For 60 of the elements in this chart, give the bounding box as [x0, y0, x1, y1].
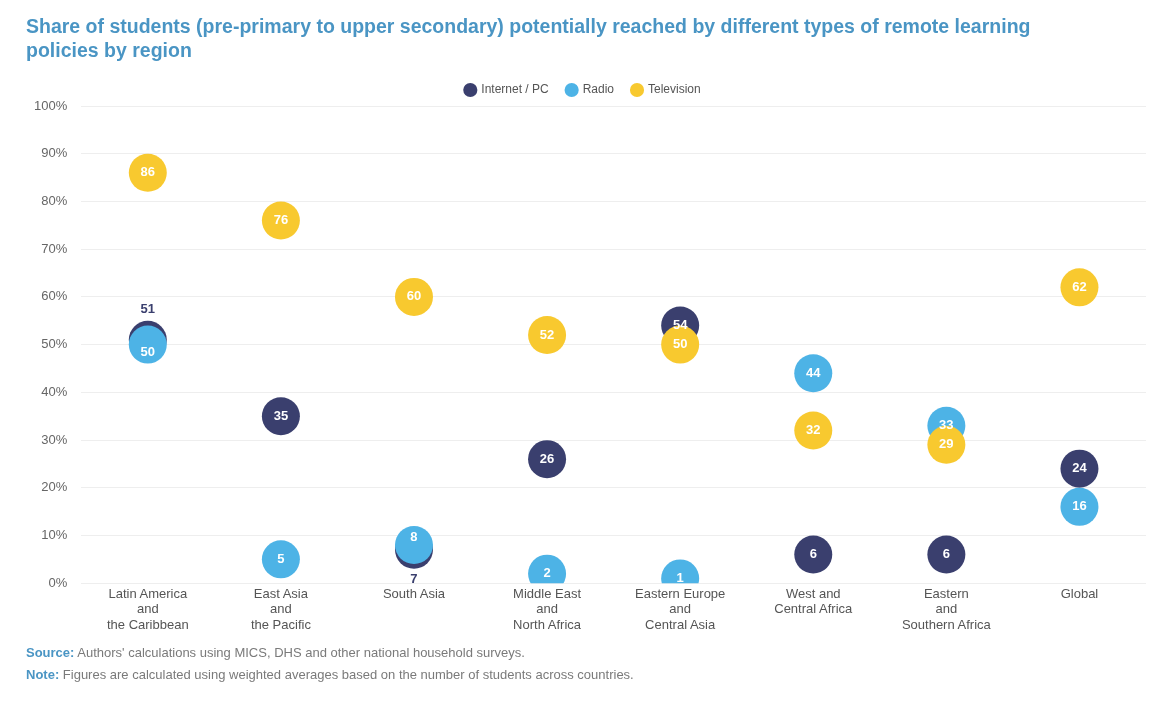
point — [794, 535, 833, 574]
source-note: Source: Authors' calculations using MICS, DHS and other national household surveys. — [26, 644, 526, 662]
legend-label: Internet / PC — [481, 82, 549, 97]
data-label: 24 — [1072, 460, 1088, 476]
data-label: 7 — [410, 571, 418, 587]
point — [394, 277, 433, 316]
point — [1060, 449, 1099, 488]
y-tick-label: 70% — [41, 240, 68, 256]
x-tick-label: Latin America and the Caribbean — [106, 585, 189, 632]
y-tick-label: 30% — [41, 431, 68, 447]
y-tick-label: 90% — [41, 145, 68, 161]
data-label: 29 — [939, 436, 954, 452]
data-label: 51 — [140, 301, 156, 317]
data-label: 6 — [942, 546, 950, 562]
y-tick-label: 0% — [48, 574, 68, 590]
point — [927, 535, 966, 574]
x-tick-label: South Asia — [382, 585, 446, 601]
x-tick-label: West and Central Africa — [774, 585, 854, 617]
data-label: 62 — [1072, 278, 1087, 294]
point — [261, 540, 300, 579]
point — [128, 153, 167, 192]
data-label: 86 — [140, 164, 156, 180]
y-tick-label: 60% — [41, 288, 68, 304]
data-label: 32 — [806, 422, 821, 438]
point — [1060, 487, 1099, 526]
text: Note: Figures are calculated using weighted averages based on the number of students across countries. — [26, 666, 634, 684]
data-label: 35 — [273, 407, 289, 423]
point — [528, 316, 567, 355]
x-tick-label: Middle East and North Africa — [513, 585, 582, 632]
y-tick-label: 100% — [34, 97, 68, 113]
x-tick-label: East Asia and the Pacific — [250, 585, 312, 632]
data-label: 52 — [539, 326, 555, 342]
point — [1060, 268, 1099, 307]
data-label: 76 — [273, 212, 289, 228]
data-label: 60 — [406, 288, 422, 304]
point — [794, 411, 833, 450]
data-label: 44 — [806, 364, 822, 380]
legend-label: Radio — [582, 82, 615, 97]
data-label: 6 — [809, 546, 817, 562]
point — [261, 397, 300, 436]
y-tick-label: 80% — [41, 193, 68, 209]
data-label: 16 — [1072, 498, 1087, 514]
point — [261, 201, 300, 240]
x-tick-label: Eastern Europe and Central Asia — [635, 585, 726, 632]
point — [528, 440, 567, 479]
y-tick-label: 20% — [41, 479, 68, 495]
y-tick-label: 10% — [41, 527, 68, 543]
point — [794, 354, 833, 393]
data-label: 50 — [140, 344, 156, 360]
x-tick-label: Eastern and Southern Africa — [901, 585, 992, 632]
x-tick-label: Global — [1060, 585, 1099, 601]
data-label: 50 — [672, 336, 688, 352]
y-tick-label: 50% — [41, 336, 68, 352]
chart-title: Share of students (pre-primary to upper secondary) potentially reached by different types of remote learning policies by region — [26, 14, 1032, 62]
y-tick-label: 40% — [41, 383, 68, 399]
data-label: 2 — [543, 565, 551, 581]
legend-label: Television — [648, 82, 701, 97]
data-label: 26 — [539, 450, 555, 466]
data-label: 5 — [277, 550, 285, 566]
data-label: 8 — [410, 528, 418, 544]
